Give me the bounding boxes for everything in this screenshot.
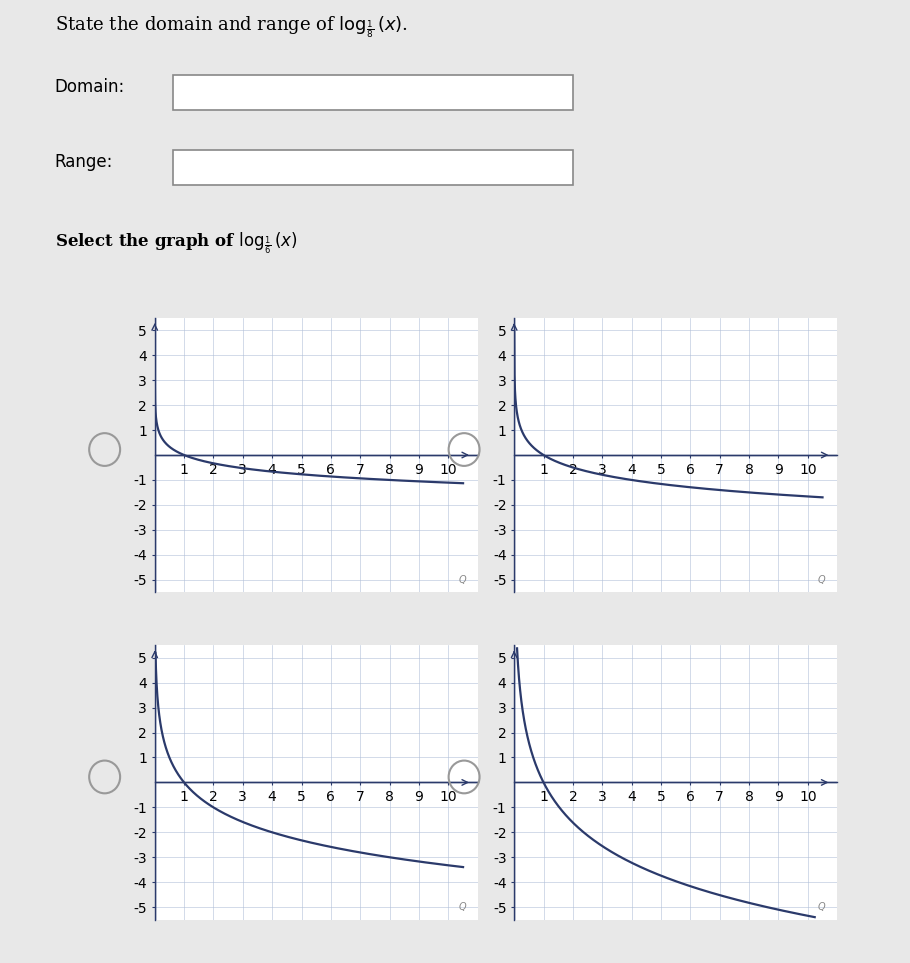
FancyBboxPatch shape [173, 150, 573, 185]
Text: Range:: Range: [55, 153, 113, 170]
Text: Select the graph of $\log_{\frac{1}{6}}(x)$: Select the graph of $\log_{\frac{1}{6}}(… [55, 230, 298, 255]
Text: Q: Q [818, 575, 825, 585]
FancyBboxPatch shape [173, 75, 573, 110]
Text: Q: Q [459, 575, 466, 585]
Text: Q: Q [459, 902, 466, 912]
Text: State the domain and range of $\log_{\frac{1}{8}}(x)$.: State the domain and range of $\log_{\fr… [55, 14, 408, 40]
Text: Domain:: Domain: [55, 78, 125, 95]
Text: Q: Q [818, 902, 825, 912]
